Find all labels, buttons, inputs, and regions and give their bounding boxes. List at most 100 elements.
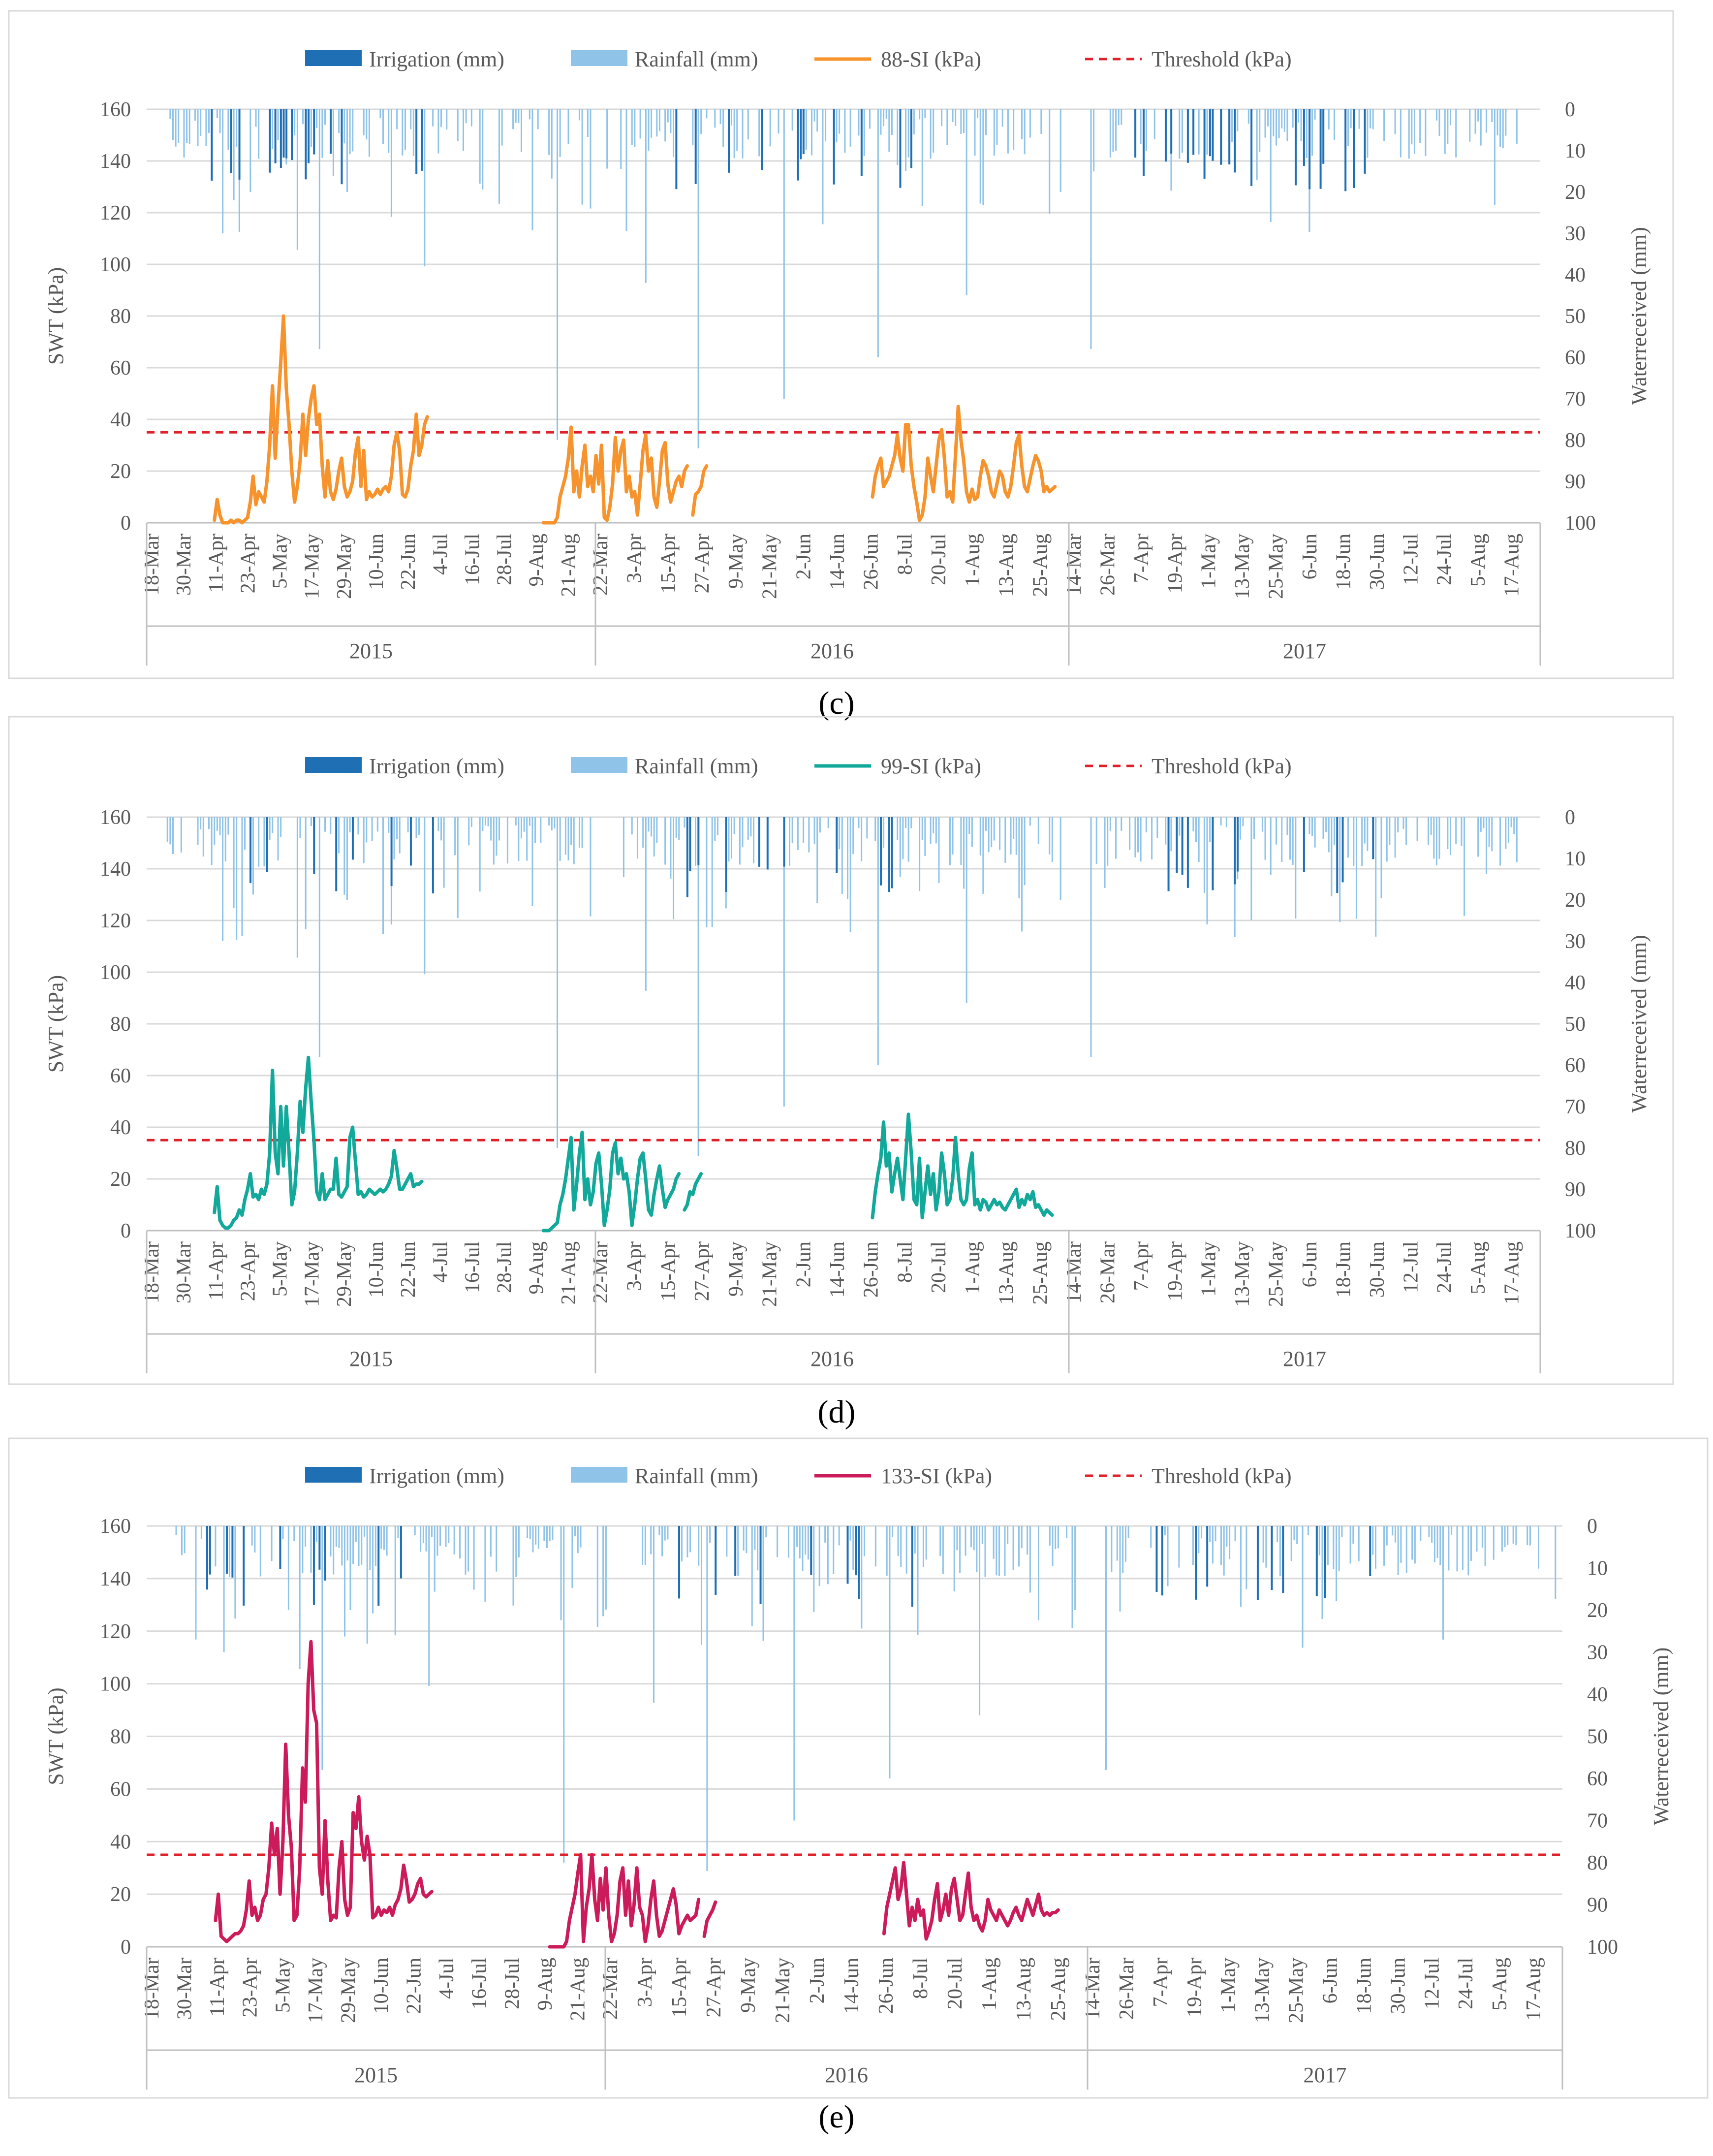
- right-y-tick-label: 30: [1587, 1642, 1608, 1664]
- rainfall-bar: [590, 109, 592, 209]
- rainfall-bar: [1215, 1526, 1216, 1542]
- rainfall-bar: [1413, 109, 1415, 154]
- rainfall-bar: [1375, 817, 1377, 937]
- rainfall-bar: [886, 1526, 888, 1576]
- rainfall-bar: [1386, 817, 1388, 862]
- left-y-axis-title: SWT (kPa): [44, 267, 68, 365]
- rainfall-bar: [335, 1526, 337, 1547]
- swt-series: [213, 1055, 1054, 1233]
- irrigation-bar: [725, 817, 727, 892]
- rainfall-bar: [1286, 817, 1288, 835]
- rainfall-bar: [573, 817, 575, 864]
- rainfall-bar: [376, 817, 378, 832]
- rainfall-bar: [1179, 817, 1181, 836]
- rainfall-bar: [366, 109, 368, 140]
- rainfall-bar: [529, 1526, 531, 1539]
- right-y-tick-label: 100: [1565, 1220, 1596, 1242]
- rainfall-bar: [1493, 1526, 1495, 1560]
- irrigation-bar: [1315, 1526, 1318, 1596]
- x-tick-label: 11-Apr: [206, 1958, 229, 2017]
- rainfall-bar: [382, 817, 384, 934]
- rainfall-bar: [1358, 1526, 1360, 1561]
- irrigation-bar: [1164, 109, 1167, 162]
- irrigation-bar: [678, 1526, 681, 1599]
- rainfall-bar: [548, 109, 550, 156]
- rainfall-bar: [747, 817, 749, 840]
- rainfall-bar: [399, 817, 401, 854]
- rainfall-bar: [1107, 817, 1109, 866]
- rainfall-bar: [1414, 1526, 1416, 1564]
- irrigation-bar: [1209, 109, 1211, 157]
- rainfall-bar: [746, 1526, 747, 1554]
- rainfall-bar: [175, 109, 177, 147]
- x-tick-label: 9-Aug: [534, 1958, 557, 2010]
- rainfall-bar: [341, 1526, 343, 1566]
- rainfall-bar: [822, 109, 824, 224]
- rainfall-bar: [277, 109, 279, 140]
- rainfall-bar: [1140, 109, 1142, 144]
- rainfall-bar: [996, 1526, 997, 1576]
- rainfall-bar: [1322, 817, 1324, 839]
- rainfall-bar: [549, 1526, 551, 1542]
- right-y-tick-label: 30: [1565, 930, 1586, 953]
- rainfall-bar: [636, 817, 638, 859]
- rainfall-bar: [1327, 1526, 1329, 1565]
- rainfall-bar: [1137, 817, 1139, 853]
- rainfall-bar: [1198, 109, 1200, 155]
- rainfall-bar: [560, 1526, 562, 1620]
- rainfall-bar: [321, 1526, 323, 1770]
- x-tick-label: 28-Jul: [494, 1241, 516, 1293]
- rainfall-bar: [1405, 817, 1407, 845]
- rainfall-bar: [520, 109, 522, 152]
- x-tick-label: 27-Apr: [703, 1958, 725, 2017]
- rainfall-bar: [581, 817, 583, 848]
- rainfall-bar: [363, 817, 365, 863]
- rainfall-bar: [664, 817, 666, 865]
- rainfall-bar: [941, 109, 943, 127]
- x-tick-label: 10-Jun: [365, 1241, 388, 1298]
- left-y-tick-label: 100: [100, 961, 131, 984]
- legend: Irrigation (mm) Rainfall (mm) 99-SI (kPa) T…: [305, 754, 1292, 778]
- rainfall-bar: [479, 109, 481, 184]
- rainfall-bar: [498, 817, 500, 841]
- rainfall-bar: [1167, 1526, 1169, 1586]
- x-tick-label: 5-Aug: [1467, 1241, 1490, 1294]
- rainfall-bar: [678, 817, 680, 840]
- x-ticks: 18-Mar 30-Mar 11-Apr 23-Apr 5-May 17-May 29-Ma…: [141, 1241, 1524, 1307]
- rainfall-bar: [333, 1526, 335, 1575]
- rainfall-bar: [1059, 109, 1061, 192]
- rainfall-bar: [305, 817, 307, 929]
- rainfall-bar: [496, 817, 498, 856]
- x-tick-label: 25-May: [1265, 1241, 1288, 1307]
- irrigation-bar: [911, 1526, 913, 1607]
- rainfall-bar: [352, 1526, 354, 1564]
- rainfall-bar: [402, 109, 404, 156]
- rainfall-bar: [714, 109, 716, 128]
- irrigation-bar: [858, 1526, 860, 1599]
- rainfall-bar: [939, 1526, 941, 1556]
- rainfall-bar: [1118, 109, 1120, 126]
- rainfall-bar: [1250, 817, 1252, 920]
- irrigation-bar: [1195, 1526, 1197, 1600]
- rainfall-bar: [272, 109, 274, 150]
- irrigation-bar: [280, 109, 282, 168]
- rainfall-bar: [1292, 817, 1294, 865]
- rainfall-bar: [1037, 817, 1039, 844]
- x-tick-label: 3-Apr: [623, 1241, 646, 1291]
- x-tick-label: 16-Jul: [468, 1958, 491, 2009]
- irrigation-bar: [1176, 817, 1178, 873]
- rainfall-bar: [1339, 817, 1341, 922]
- rainfall-bar: [952, 817, 954, 855]
- irrigation-bar: [1212, 817, 1214, 890]
- rainfall-bar: [1049, 817, 1051, 855]
- rainfall-bar: [751, 1526, 753, 1626]
- rainfall-bar: [1400, 1526, 1402, 1563]
- rainfall-bar: [805, 109, 807, 150]
- irrigation-bar: [1234, 817, 1236, 885]
- rainfall-bar: [726, 1526, 728, 1557]
- right-y-tick-label: 50: [1565, 305, 1586, 328]
- rainfall-bar: [985, 109, 987, 135]
- rainfall-bar: [1512, 1526, 1514, 1544]
- irrigation-bar: [1203, 109, 1206, 179]
